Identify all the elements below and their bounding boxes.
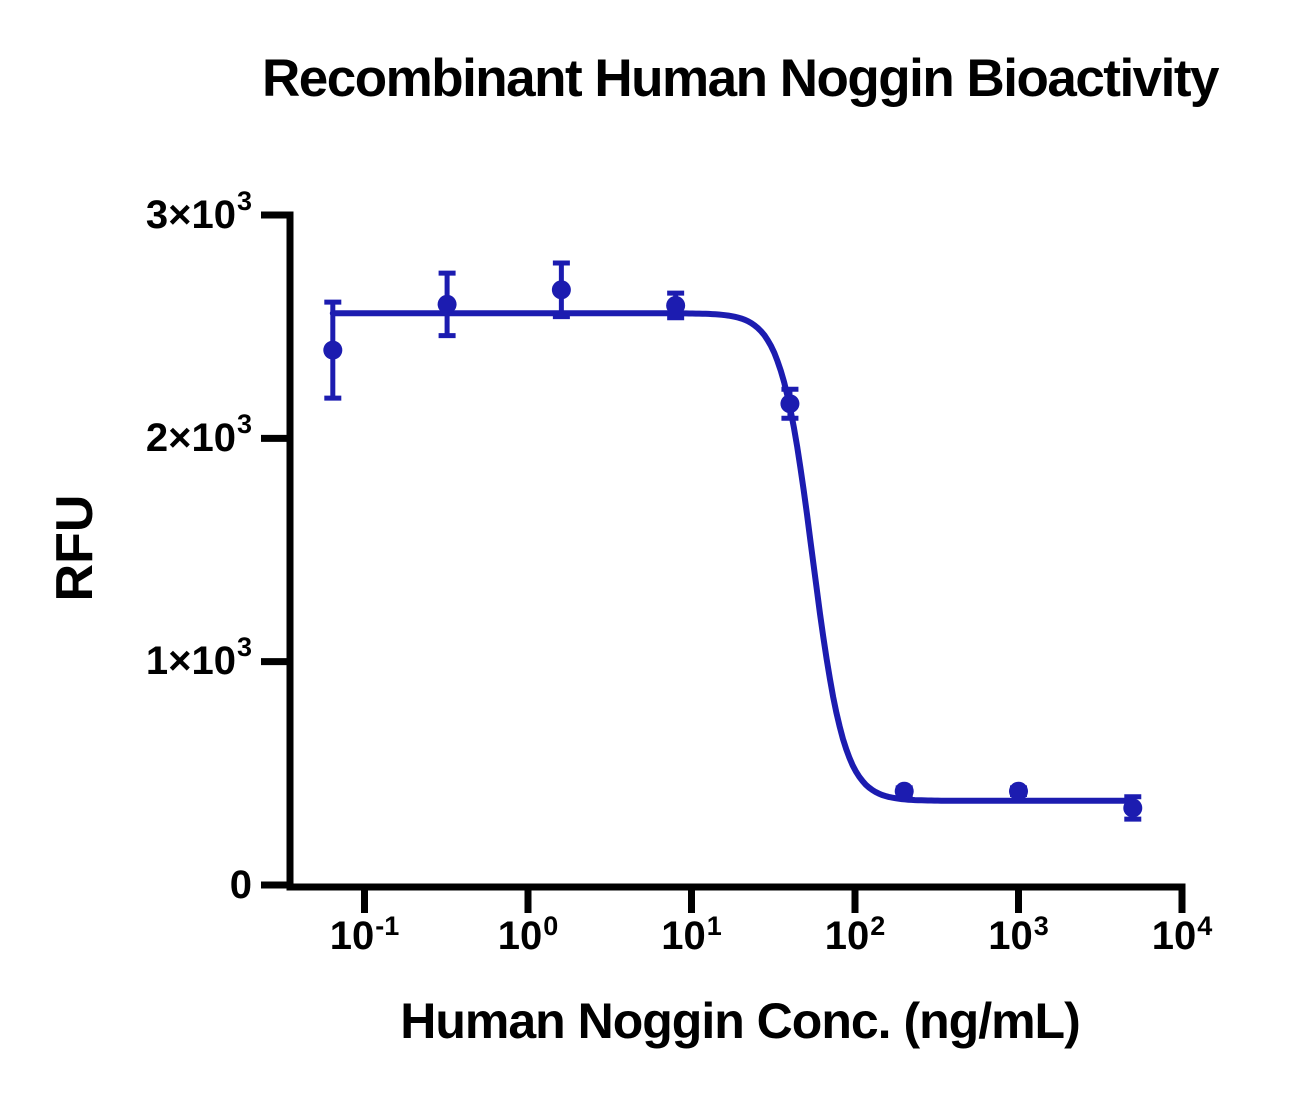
data-point-marker bbox=[780, 394, 800, 414]
x-tick-label: 103 bbox=[988, 911, 1049, 958]
fit-curve bbox=[329, 310, 1134, 804]
data-point-marker bbox=[1009, 781, 1028, 801]
data-point-marker bbox=[551, 280, 571, 300]
data-point-marker bbox=[1123, 798, 1143, 818]
y-tick-label: 3×10 3 bbox=[145, 185, 252, 237]
y-tick-label: 1×10 3 bbox=[145, 632, 252, 684]
data-point-marker bbox=[323, 340, 343, 360]
data-point-marker bbox=[437, 294, 457, 314]
data-point-marker bbox=[666, 295, 686, 315]
y-tick-label: 0 bbox=[229, 862, 252, 907]
x-tick-label: 104 bbox=[1151, 911, 1213, 958]
x-axis-label: Human Noggin Conc. (ng/mL) bbox=[400, 993, 1080, 1049]
chart-title: Recombinant Human Noggin Bioactivity bbox=[261, 49, 1220, 108]
x-tick-label: 10-1 bbox=[329, 911, 400, 958]
data-point-marker bbox=[894, 781, 914, 801]
x-tick-label: 101 bbox=[661, 911, 722, 958]
x-tick-label: 102 bbox=[824, 911, 886, 958]
x-tick-label: 100 bbox=[497, 911, 559, 958]
y-tick-label: 2×10 3 bbox=[145, 408, 252, 460]
